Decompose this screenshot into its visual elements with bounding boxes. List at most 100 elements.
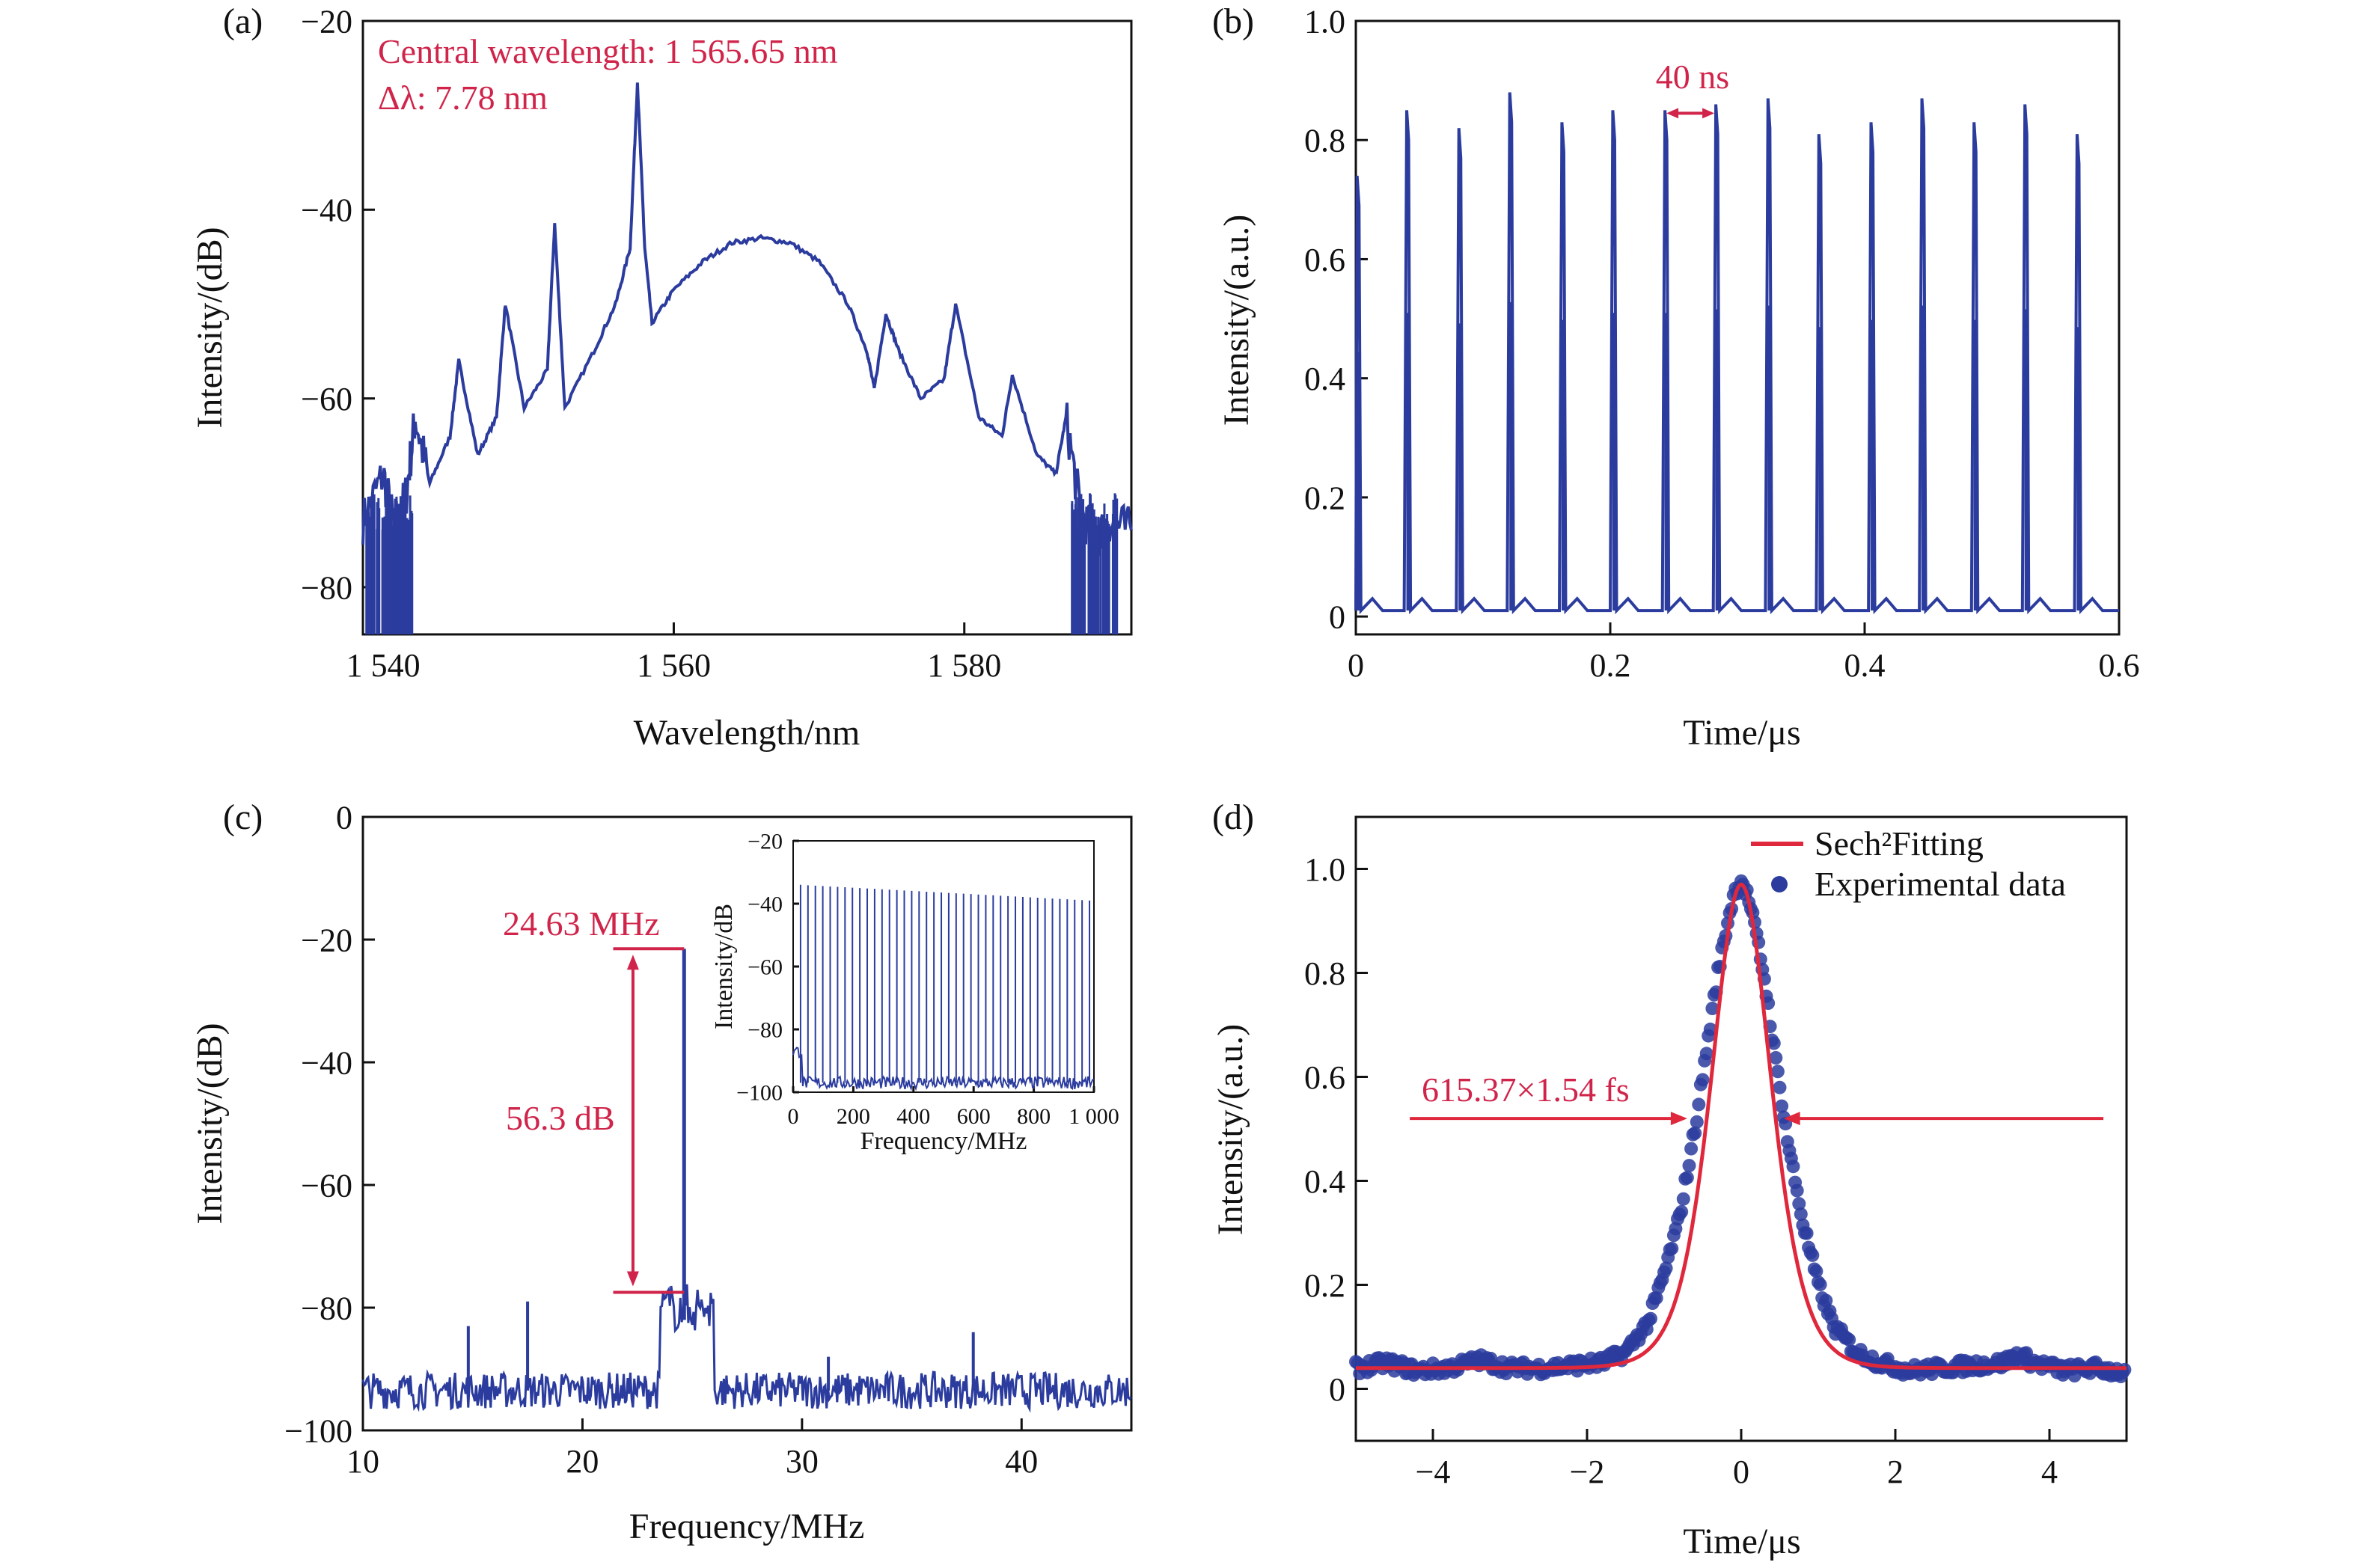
panel-d-y-tick-label: 0	[1329, 1371, 1345, 1408]
panel-d-data-point	[1770, 1065, 1785, 1079]
panel-c-y-tick-label: −40	[301, 1044, 352, 1081]
panel-d-data-point	[1842, 1332, 1856, 1347]
inset-y-axis-label: Intensity/dB	[710, 904, 738, 1029]
panel-a-spectrum-line	[361, 82, 1133, 557]
panel-c-x-tick-label: 30	[786, 1443, 819, 1480]
panel-c-frame	[361, 815, 1133, 1432]
panel-d-sech2-fit-line	[1356, 882, 2127, 1371]
panel-d-data-point	[1688, 1126, 1702, 1140]
panel-b-y-tick-label: 0.6	[1304, 242, 1345, 278]
panel-d-data-point	[1665, 1241, 1679, 1255]
panel-d-data-point	[1644, 1311, 1657, 1326]
panel-d-data-point	[1800, 1226, 1814, 1240]
legend-data-label: Experimental data	[1815, 865, 2066, 903]
panel-d-data-point	[1773, 1080, 1787, 1094]
panel-c-x-axis-label: Frequency/MHz	[629, 1507, 865, 1546]
panel-a-y-tick-label: −60	[301, 381, 352, 417]
inset-x-tick-label: 200	[837, 1104, 870, 1129]
panel-c-rf-spectrum-chart: (c) 10 20 30 400−20−40−60−80−100 24.63 MHz …	[190, 797, 1133, 1546]
panel-b-x-tick-label: 0	[1348, 647, 1364, 684]
panel-c-noise-trace	[361, 1284, 1132, 1413]
panel-b-x-tick-label: 0.2	[1590, 647, 1631, 684]
panel-b-y-tick-label: 0.8	[1304, 123, 1345, 159]
panel-d-data-point	[1692, 1097, 1706, 1112]
panel-d-data-point	[1819, 1293, 1833, 1308]
panel-d-x-tick-label: −2	[1570, 1454, 1605, 1490]
panel-c-y-axis-label: Intensity/(dB)	[190, 1023, 230, 1224]
panel-d-data-point	[1699, 1047, 1714, 1061]
panel-a-x-tick-label: 1 580	[927, 647, 1001, 684]
panel-b-pulse-train-chart: (b) 0 0.2 0.4 0.6 0 0.2 0.4 0.6 0.8 1.0 40 ns Tim…	[1212, 1, 2140, 753]
panel-d-data-point	[1809, 1264, 1823, 1278]
panel-d-frame	[1354, 815, 2128, 1442]
panel-d-arrowhead-left	[1670, 1112, 1687, 1126]
panel-d-data-point	[1675, 1204, 1689, 1219]
panel-b-arrowhead-left	[1666, 108, 1679, 119]
panel-d-y-axis-label: Intensity/(a.u.)	[1211, 1024, 1250, 1236]
panel-b-x-tick-label: 0.6	[2099, 647, 2140, 684]
panel-b-frame	[1354, 19, 2121, 636]
inset-y-tick-label: −80	[748, 1018, 783, 1043]
panel-d-autocorrelation-chart: (d) −4 −2 0 2 4 0 0.2 0.4 0.6 0.8 1.0 615.37×1.54 …	[1211, 797, 2132, 1561]
panel-d-x-tick-label: 2	[1887, 1454, 1904, 1490]
panel-d-data-point	[1705, 1002, 1719, 1015]
panel-d-x-tick-label: 0	[1733, 1454, 1749, 1490]
panel-d-data-point	[1696, 1073, 1710, 1087]
panel-a-spectrum-chart: (a) 1 540 1 560 1 580 −20 −40 −60 −80 Central …	[190, 1, 1133, 753]
panel-d-y-tick-label: 0.6	[1304, 1059, 1345, 1096]
panel-a-annotation-wavelength: Central wavelength: 1 565.65 nm	[378, 32, 838, 70]
panel-c-x-tick-label: 10	[346, 1443, 379, 1480]
panel-d-data-point	[1769, 1051, 1783, 1065]
panel-b-x-tick-label: 0.4	[1844, 647, 1886, 684]
inset-y-tick-label: −100	[736, 1081, 783, 1106]
panel-d-arrowhead-right	[1783, 1112, 1800, 1126]
panel-d-y-tick-label: 0.8	[1304, 955, 1345, 992]
panel-c-annotation-snr: 56.3 dB	[506, 1099, 615, 1137]
panel-b-label: (b)	[1212, 1, 1254, 41]
panel-a-y-tick-label: −40	[301, 192, 352, 229]
panel-d-data-point	[1684, 1142, 1699, 1156]
panel-b-y-tick-label: 1.0	[1304, 3, 1345, 40]
panel-d-data-point	[1775, 1099, 1789, 1113]
panel-c-annotation-frequency: 24.63 MHz	[503, 904, 660, 943]
panel-a-x-tick-label: 1 540	[346, 647, 421, 684]
panel-b-y-tick-label: 0.4	[1304, 361, 1345, 397]
panel-d-data-point	[1767, 1036, 1781, 1050]
panel-d-data-point	[1690, 1115, 1704, 1129]
inset-x-axis-label: Frequency/MHz	[860, 1127, 1027, 1155]
inset-x-tick-label: 800	[1017, 1104, 1051, 1129]
panel-b-annotation-period: 40 ns	[1656, 58, 1729, 96]
inset-noise-trace	[792, 1047, 1095, 1091]
panel-c-y-tick-label: −80	[301, 1290, 352, 1326]
panel-c-y-tick-label: −100	[284, 1412, 352, 1449]
panel-d-data-point	[1813, 1278, 1827, 1292]
panel-a-annotation-bandwidth: Δλ: 7.78 nm	[378, 79, 548, 117]
panel-d-data-point	[1786, 1160, 1800, 1174]
panel-d-data-point	[1806, 1248, 1820, 1262]
inset-y-tick-label: −20	[748, 830, 783, 854]
panel-d-data-point	[1649, 1291, 1663, 1305]
panel-d-data-point	[1790, 1183, 1804, 1198]
panel-a-frame	[361, 19, 1133, 636]
panel-d-y-tick-label: 1.0	[1304, 851, 1345, 888]
panel-b-y-tick-label: 0.2	[1304, 480, 1345, 516]
panel-d-legend: Sech²Fitting Experimental data	[1751, 824, 2066, 903]
panel-b-y-tick-label: 0	[1329, 599, 1345, 636]
panel-d-data-point	[1676, 1192, 1690, 1206]
panel-d-y-tick-label: 0.4	[1304, 1163, 1345, 1200]
panel-c-arrowhead-down	[626, 1271, 639, 1287]
panel-a-y-axis-label: Intensity/(dB)	[190, 227, 230, 428]
panel-d-data-point	[1680, 1171, 1694, 1185]
panel-d-data-point	[1703, 1022, 1717, 1036]
panel-a-x-axis-label: Wavelength/nm	[634, 713, 860, 753]
panel-a-label: (a)	[223, 1, 263, 41]
legend-fit-label: Sech²Fitting	[1815, 824, 1984, 863]
inset-y-tick-label: −60	[748, 955, 783, 980]
inset-frame	[792, 840, 1095, 1093]
panel-b-y-axis-label: Intensity/(a.u.)	[1217, 215, 1256, 426]
panel-d-x-tick-label: 4	[2041, 1454, 2058, 1490]
panel-d-data-point	[1792, 1197, 1806, 1211]
panel-a-x-tick-label: 1 560	[637, 647, 711, 684]
panel-c-x-tick-label: 40	[1005, 1443, 1038, 1480]
